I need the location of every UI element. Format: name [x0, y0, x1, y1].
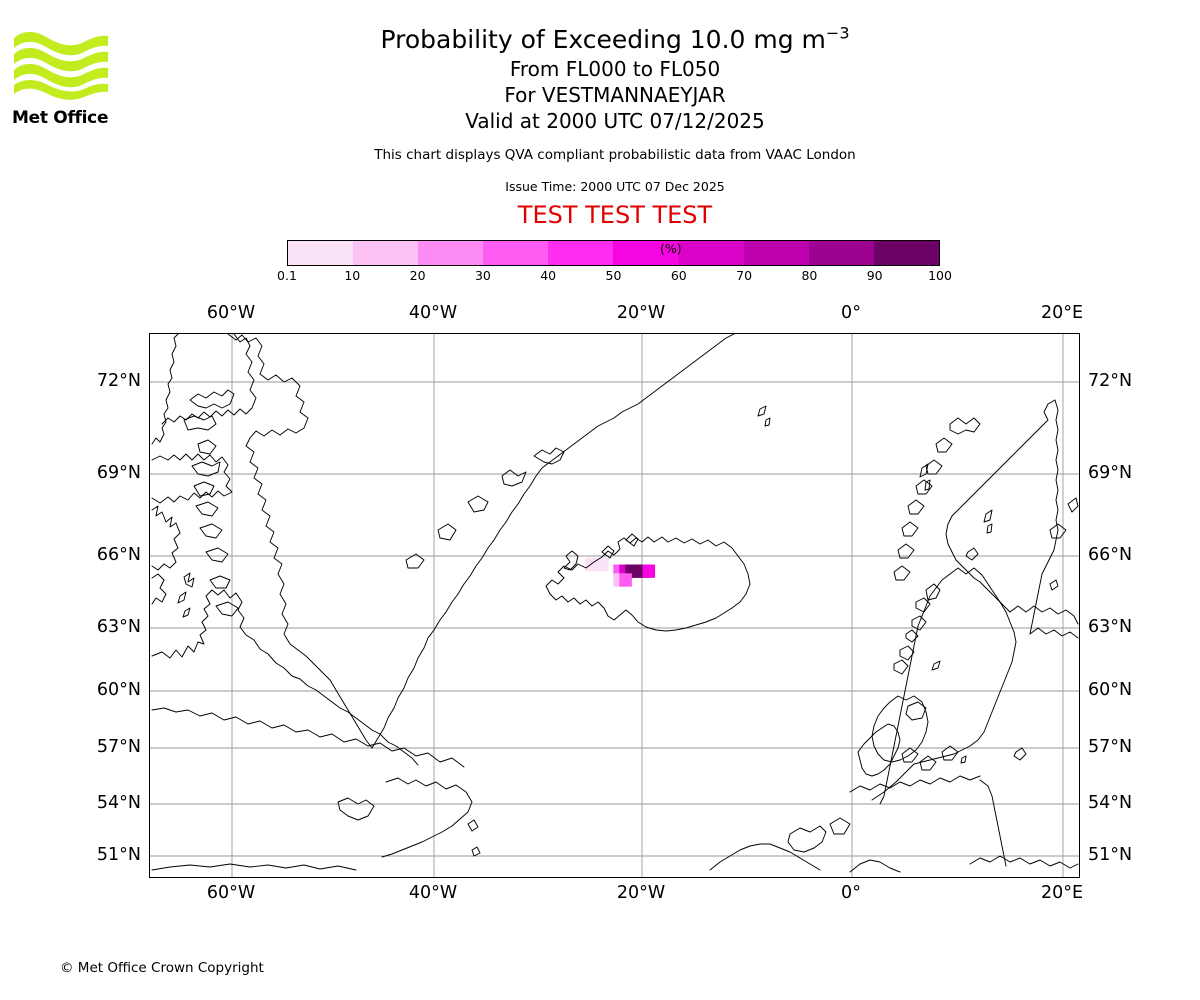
- latitude-tick-label: 69°N: [1088, 463, 1133, 483]
- colorbar-tick: 30: [474, 268, 491, 283]
- ash-cell: [642, 564, 656, 578]
- ash-cell: [596, 557, 609, 572]
- colorbar-segment-7: [743, 241, 809, 265]
- map-svg: [150, 334, 1079, 877]
- colorbar-gradient: [287, 240, 940, 266]
- latitude-tick-label: 66°N: [96, 545, 141, 565]
- colorbar: 0.1 10 20 30 40 50 60 70 80 90 100: [277, 240, 952, 285]
- longitude-tick-label: 40°W: [408, 883, 458, 903]
- copyright-text: © Met Office Crown Copyright: [60, 960, 264, 976]
- colorbar-tick-labels: 0.1 10 20 30 40 50 60 70 80 90 100: [277, 267, 952, 285]
- colorbar-segment-9: [873, 241, 939, 265]
- longitude-tick-label: 20°E: [1040, 883, 1084, 903]
- latitude-tick-label: 51°N: [96, 845, 141, 865]
- longitude-tick-label: 60°W: [206, 303, 256, 323]
- met-office-logo: Met Office: [12, 26, 112, 128]
- colorbar-unit-label: (%): [660, 241, 682, 256]
- latitude-tick-label: 51°N: [1088, 845, 1133, 865]
- map-gridlines: [150, 334, 1079, 877]
- colorbar-tick: 80: [801, 268, 818, 283]
- valid-time-line: Valid at 2000 UTC 07/12/2025: [465, 109, 765, 133]
- issue-time-text: Issue Time: 2000 UTC 07 Dec 2025: [505, 179, 725, 194]
- latitude-tick-label: 63°N: [1088, 617, 1133, 637]
- colorbar-segment-1: [353, 241, 419, 265]
- disclaimer-text: This chart displays QVA compliant probab…: [374, 147, 856, 163]
- latitude-tick-label: 60°N: [96, 680, 141, 700]
- latitude-axis-left: 72°N 69°N 66°N 63°N 60°N 57°N 54°N 51°N: [49, 333, 141, 878]
- colorbar-tick: 50: [605, 268, 622, 283]
- colorbar-segment-3: [483, 241, 549, 265]
- longitude-tick-label: 60°W: [206, 883, 256, 903]
- latitude-tick-label: 72°N: [1088, 371, 1133, 391]
- latitude-tick-label: 66°N: [1088, 545, 1133, 565]
- colorbar-tick: 10: [344, 268, 361, 283]
- colorbar-segment-0: [288, 241, 354, 265]
- latitude-tick-label: 72°N: [96, 371, 141, 391]
- test-banner: TEST TEST TEST: [517, 201, 713, 229]
- map-canvas[interactable]: [149, 333, 1080, 878]
- latitude-tick-label: 60°N: [1088, 680, 1133, 700]
- wave-icon: [14, 31, 108, 100]
- volcano-name-line: For VESTMANNAEYJAR: [504, 83, 726, 107]
- latitude-axis-right: 72°N 69°N 66°N 63°N 60°N 57°N 54°N 51°N: [1088, 333, 1188, 878]
- colorbar-segment-2: [418, 241, 484, 265]
- ash-probability-cells: [585, 557, 656, 587]
- longitude-axis-bottom: 60°W 40°W 20°W 0° 20°E: [149, 881, 1084, 905]
- flight-levels-line: From FL000 to FL050: [509, 57, 721, 81]
- latitude-tick-label: 63°N: [96, 617, 141, 637]
- coastlines: [151, 334, 1079, 873]
- met-office-logo-mark: [14, 31, 108, 100]
- colorbar-segment-8: [808, 241, 874, 265]
- title-block: Probability of Exceeding 10.0 mg m−3 Fro…: [150, 24, 1080, 230]
- colorbar-tick: 20: [409, 268, 426, 283]
- colorbar-segment-6: [678, 241, 744, 265]
- latitude-tick-label: 69°N: [96, 463, 141, 483]
- page-title-text: Probability of Exceeding 10.0 mg m: [380, 25, 826, 54]
- longitude-tick-label: 0°: [841, 883, 861, 903]
- longitude-tick-label: 20°W: [616, 303, 666, 323]
- colorbar-segment-4: [548, 241, 614, 265]
- colorbar-tick: 60: [670, 268, 687, 283]
- longitude-tick-label: 20°E: [1040, 303, 1084, 323]
- latitude-tick-label: 57°N: [1088, 737, 1133, 757]
- iceland-coastline: [545, 533, 751, 632]
- longitude-tick-label: 0°: [841, 303, 861, 323]
- colorbar-tick: 100: [928, 268, 952, 283]
- colorbar-tick: 70: [736, 268, 753, 283]
- colorbar-tick: 90: [866, 268, 883, 283]
- colorbar-segment-5: [613, 241, 679, 265]
- ash-cell: [619, 573, 632, 587]
- latitude-tick-label: 57°N: [96, 737, 141, 757]
- latitude-tick-label: 54°N: [96, 793, 141, 813]
- longitude-tick-label: 20°W: [616, 883, 666, 903]
- colorbar-tick: 40: [540, 268, 557, 283]
- page-title-exponent: −3: [825, 23, 850, 43]
- colorbar-tick: 0.1: [277, 268, 297, 283]
- longitude-axis-top: 60°W 40°W 20°W 0° 20°E: [149, 303, 1084, 327]
- latitude-tick-label: 54°N: [1088, 793, 1133, 813]
- longitude-tick-label: 40°W: [408, 303, 458, 323]
- page-title: Probability of Exceeding 10.0 mg m−3: [150, 24, 1080, 56]
- logo-wordmark: Met Office: [12, 108, 109, 128]
